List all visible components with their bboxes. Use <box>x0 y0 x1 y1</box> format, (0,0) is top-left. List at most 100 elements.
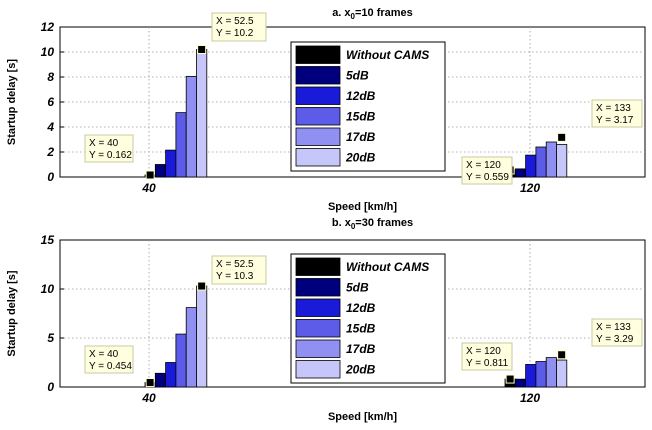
legend-swatch <box>295 66 341 85</box>
legend-label: 15dB <box>346 322 376 336</box>
y-tick-label: 5 <box>47 331 54 345</box>
bar <box>165 362 177 388</box>
data-tip-x: X = 40 <box>89 138 119 149</box>
y-axis-label: Startup delay [s] <box>6 59 18 146</box>
data-tip-y: Y = 0.162 <box>89 150 132 161</box>
legend-swatch <box>295 298 341 317</box>
chart-title-main: a. x <box>332 7 351 19</box>
data-tip-box <box>84 134 134 163</box>
data-tip: X = 52.5Y = 10.2 <box>197 12 267 54</box>
data-tip-marker <box>505 374 515 384</box>
data-tip-box <box>84 345 134 374</box>
legend: Without CAMS 5dB 12dB 15dB 17dB 20dB <box>290 253 446 384</box>
data-tip-y: Y = 10.3 <box>216 271 254 282</box>
data-tip-x: X = 52.5 <box>216 16 254 27</box>
data-tip-marker <box>557 350 567 360</box>
data-tip: X = 40Y = 0.162 <box>84 134 155 180</box>
legend-swatch <box>295 127 341 146</box>
data-tip-marker <box>145 170 155 180</box>
data-tip: X = 52.5Y = 10.3 <box>197 255 267 291</box>
chart-title-subscript: 0 <box>351 222 356 231</box>
legend-swatch <box>295 148 341 167</box>
legend-label: 20dB <box>345 363 376 377</box>
legend-swatch <box>295 319 341 338</box>
data-tip-y: Y = 0.811 <box>466 358 509 369</box>
bar <box>175 333 187 388</box>
data-tip-marker <box>197 45 207 54</box>
bar <box>165 149 177 178</box>
legend-label: Without CAMS <box>346 260 429 274</box>
x-axis-label: Speed [km/h] <box>328 201 397 213</box>
data-tip-marker <box>197 281 207 291</box>
bar <box>514 378 526 388</box>
data-tip-y: Y = 0.454 <box>89 361 132 372</box>
data-tip-box <box>211 12 267 42</box>
legend-swatch <box>295 45 341 64</box>
y-tick-label: 0 <box>47 170 54 184</box>
data-tip-box <box>591 318 643 347</box>
bar <box>525 364 537 388</box>
data-tip: X = 40Y = 0.454 <box>84 345 155 388</box>
bar <box>185 75 197 178</box>
legend-label: 17dB <box>346 130 376 144</box>
y-tick-label: 10 <box>41 45 55 59</box>
data-tip-x: X = 133 <box>596 322 631 333</box>
chart-title: a. x0=10 frames <box>332 7 413 21</box>
y-tick-label: 12 <box>41 20 55 34</box>
bar <box>545 357 557 388</box>
data-tip-x: X = 133 <box>596 103 631 114</box>
bar <box>545 141 557 178</box>
legend-label: 5dB <box>346 281 369 295</box>
legend-swatch <box>295 86 341 105</box>
legend-swatch <box>295 339 341 358</box>
chart-title-subscript: 0 <box>351 12 356 21</box>
data-tip-box <box>211 255 267 285</box>
chart-title-rest: =10 frames <box>355 7 413 19</box>
chart-title-rest: =30 frames <box>355 217 413 229</box>
legend: Without CAMS 5dB 12dB 15dB 17dB 20dB <box>290 41 446 172</box>
legend-label: 12dB <box>346 301 376 315</box>
bar <box>556 144 568 178</box>
bar <box>535 361 547 388</box>
data-tip-x: X = 40 <box>89 349 119 360</box>
data-tip-y: Y = 3.29 <box>596 334 634 345</box>
legend-swatch <box>295 257 341 276</box>
bar <box>525 154 537 178</box>
data-tip-marker <box>557 132 567 142</box>
y-tick-label: 10 <box>41 282 55 296</box>
data-tip-x: X = 120 <box>466 160 501 171</box>
x-axis-label: Speed [km/h] <box>328 411 397 423</box>
y-tick-label: 15 <box>41 233 55 247</box>
legend-label: Without CAMS <box>346 48 429 62</box>
bar <box>556 359 568 388</box>
x-tick-label: 120 <box>520 181 540 195</box>
data-tip-marker <box>145 378 155 388</box>
x-tick-label: 40 <box>141 391 156 405</box>
y-tick-label: 4 <box>46 120 54 134</box>
data-tip-y: Y = 0.559 <box>466 172 509 183</box>
bar <box>514 168 526 178</box>
bar <box>154 372 167 388</box>
bar <box>535 146 547 178</box>
legend-label: 12dB <box>346 89 376 103</box>
data-tip-x: X = 52.5 <box>216 259 254 270</box>
y-tick-label: 2 <box>46 145 54 159</box>
bar <box>175 112 187 178</box>
legend-label: 5dB <box>346 69 369 83</box>
legend-label: 15dB <box>346 110 376 124</box>
legend-label: 17dB <box>346 342 376 356</box>
data-tip-box <box>591 99 643 128</box>
bar <box>196 285 208 388</box>
y-axis-label: Startup delay [s] <box>6 270 18 357</box>
legend-swatch <box>295 107 341 126</box>
data-tip-y: Y = 10.2 <box>216 28 254 39</box>
legend-swatch <box>295 278 341 297</box>
x-tick-label: 40 <box>141 181 156 195</box>
